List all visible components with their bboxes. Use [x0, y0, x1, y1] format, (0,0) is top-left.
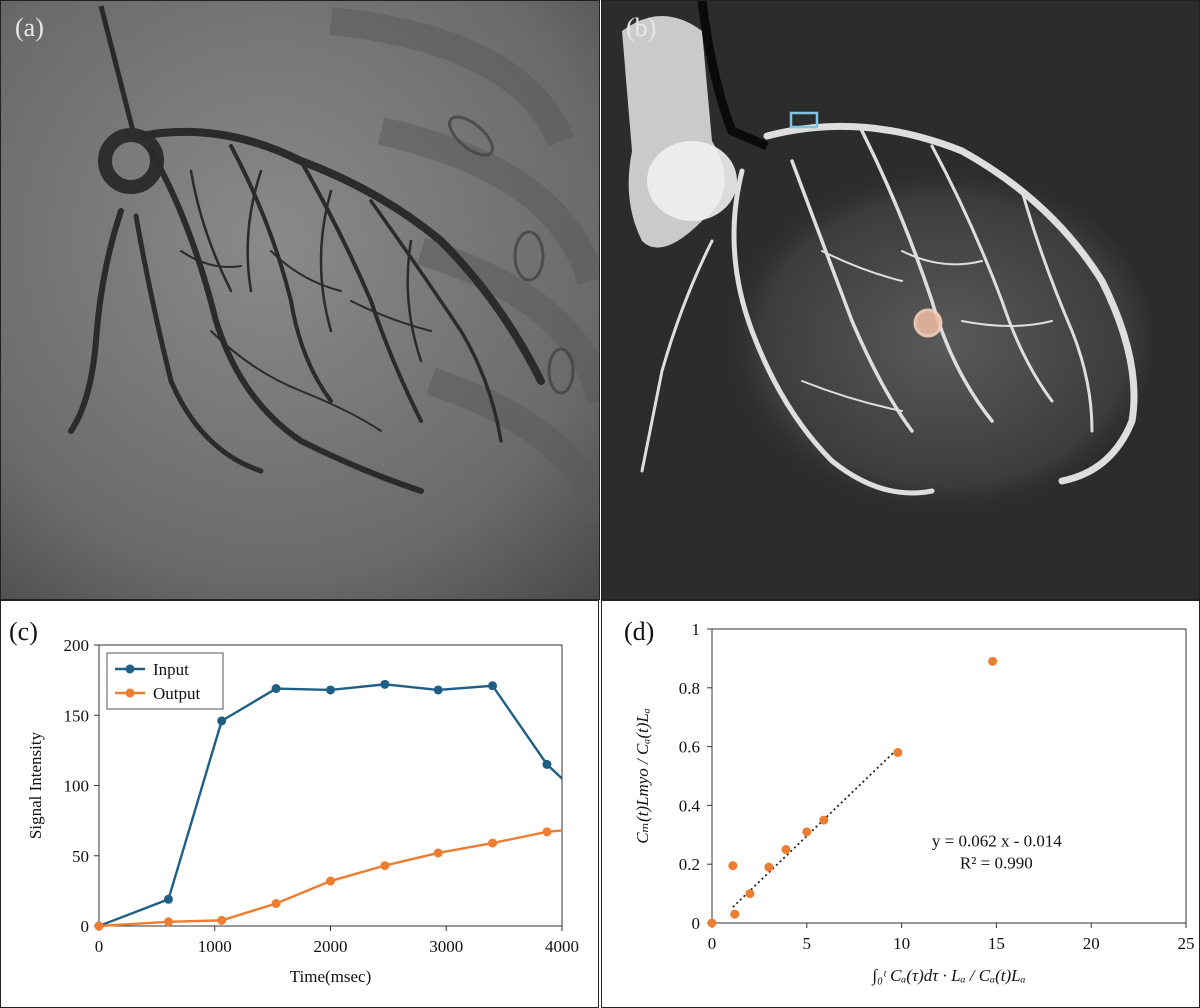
- x-tick-label: 5: [803, 934, 812, 953]
- trendline: [732, 747, 899, 908]
- data-point-output: [163, 917, 173, 927]
- angiogram-panel-a: (a): [0, 0, 600, 600]
- data-point-input: [326, 685, 335, 695]
- data-point-input: [163, 894, 173, 904]
- data-point-output: [488, 838, 498, 848]
- data-point-output: [326, 876, 335, 886]
- chart-panel-c: 0 50 100 150 200 0 1000 2000 3000 4000 Time(msec) S…: [0, 600, 599, 1008]
- x-tick-label: 0: [708, 934, 717, 953]
- legend-box: [106, 652, 224, 710]
- legend-label: Input: [153, 660, 189, 679]
- y-tick-label: 0: [81, 917, 90, 936]
- x-tick-label: 4000: [545, 937, 579, 956]
- data-point: [802, 827, 812, 837]
- panel-label-b: (b): [626, 13, 657, 42]
- x-tick-label: 1000: [198, 937, 232, 956]
- panel-label-d: (d): [624, 617, 655, 646]
- series-line-output: [98, 829, 563, 928]
- x-tick-label: 0: [95, 937, 104, 956]
- x-tick-label: 10: [893, 934, 910, 953]
- y-tick-label: 0.4: [679, 796, 701, 815]
- regression-annotation: y = 0.062 x - 0.014: [932, 832, 1062, 851]
- x-tick-label: 25: [1178, 934, 1195, 953]
- y-tick-label: 50: [72, 847, 89, 866]
- data-point: [819, 815, 829, 825]
- data-point-input: [271, 684, 281, 694]
- y-tick-label: 0.6: [679, 738, 700, 757]
- panel-label-a: (a): [15, 13, 44, 42]
- data-point-input: [380, 679, 390, 689]
- legend-swatch-marker: [125, 688, 135, 698]
- x-tick-label: 2000: [314, 937, 348, 956]
- series-line-input: [98, 683, 563, 928]
- data-point-output: [271, 899, 281, 909]
- y-tick-label: 1: [692, 620, 701, 639]
- legend-label: Output: [153, 684, 201, 703]
- regression-annotation: R² = 0.990: [960, 854, 1033, 873]
- roi-input-rect-icon: [789, 111, 819, 129]
- y-tick-label: 0: [692, 914, 701, 933]
- y-tick-label: 0.2: [679, 855, 700, 874]
- y-tick-label: 0.8: [679, 679, 700, 698]
- data-point-output: [217, 915, 227, 925]
- x-axis-label: Time(msec): [290, 967, 372, 986]
- x-tick-label: 20: [1083, 934, 1100, 953]
- y-axis-label: Cₘ(t)Lmyo / Cₐ(t)Lₐ: [633, 708, 652, 844]
- angiogram-image-a: [1, 1, 599, 599]
- angiogram-panel-b: (b): [601, 0, 1200, 600]
- data-point-input: [542, 759, 552, 769]
- legend-swatch-marker: [125, 664, 135, 674]
- panel-label-c: (c): [9, 617, 38, 646]
- x-axis-label: ∫₀ᵗ Cₐ(τ)dτ · Lₐ / Cₐ(t)Lₐ: [871, 966, 1025, 986]
- x-tick-label: 15: [988, 934, 1005, 953]
- data-point: [745, 889, 755, 899]
- data-point-input: [433, 685, 443, 695]
- data-point-output: [433, 848, 443, 858]
- ratio-scatter-chart: 00.20.40.60.810 5 10 15 20 25y = 0.062 x - 0.…: [633, 620, 1195, 986]
- data-point: [764, 862, 774, 872]
- y-axis-label: Signal Intensity: [26, 731, 45, 839]
- data-point: [988, 656, 998, 666]
- data-point-input: [217, 716, 227, 726]
- data-point: [707, 918, 717, 928]
- data-point: [730, 909, 740, 919]
- plot-frame: [711, 628, 1187, 924]
- roi-myocardium-circle-icon: [913, 308, 943, 338]
- angiogram-image-b: [602, 1, 1199, 599]
- data-point: [781, 845, 791, 854]
- y-tick-label: 150: [64, 706, 90, 725]
- data-point: [728, 861, 738, 871]
- y-tick-label: 100: [64, 777, 90, 796]
- data-point-output: [380, 861, 390, 871]
- data-point-output: [542, 827, 552, 837]
- x-tick-label: 3000: [429, 937, 463, 956]
- data-point-output: [94, 921, 104, 931]
- y-tick-label: 200: [64, 636, 90, 655]
- data-point-input: [488, 681, 498, 691]
- data-point: [893, 747, 903, 757]
- chart-panel-d: 0 0.2 0.4 0.6 0.8 1 0 5 10 15 20 25 y = 0.062 x - 0.…: [601, 600, 1200, 1008]
